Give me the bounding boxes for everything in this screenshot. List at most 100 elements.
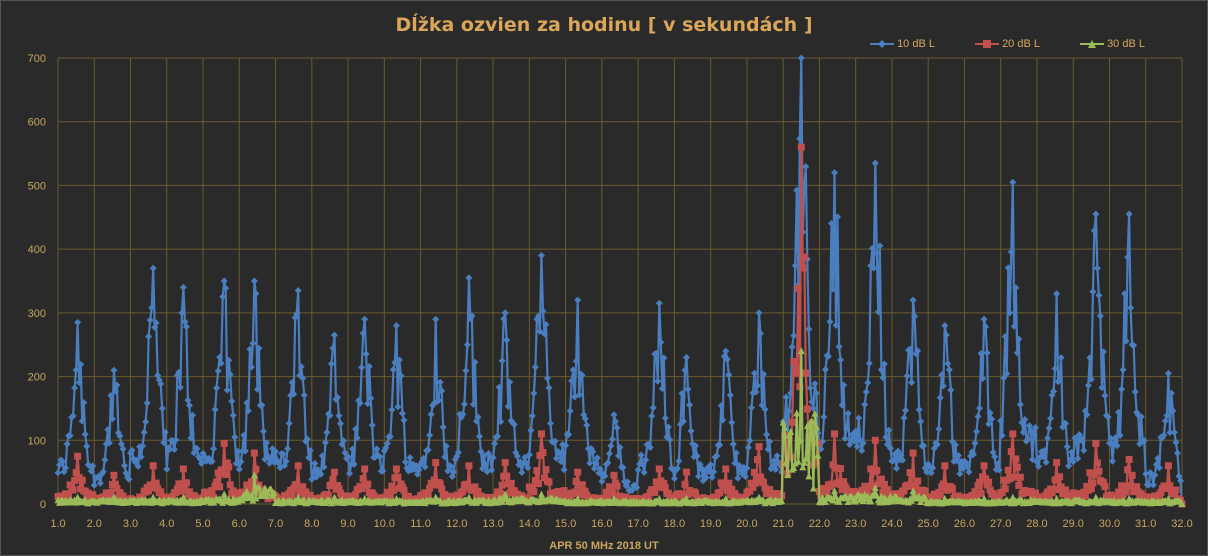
series-20db-point [361, 465, 369, 473]
y-tick-label: 200 [28, 372, 46, 384]
series-10db-point [976, 404, 984, 412]
series-20db-point [660, 479, 668, 487]
series-20db-point [661, 484, 669, 492]
series-20db-point [832, 464, 840, 472]
series-20db-point [746, 487, 754, 495]
series-10db-point [885, 426, 893, 434]
series-20db-point [948, 485, 956, 493]
series-10db-point [1083, 411, 1091, 419]
series-10db-point [252, 290, 260, 298]
x-tick-label: 8.0 [304, 518, 319, 530]
series-10db-point [660, 354, 668, 362]
series-30db-point [264, 489, 272, 497]
series-10db-point [760, 370, 768, 378]
series-10db-point [441, 453, 449, 461]
series-10db-point [1086, 354, 1094, 362]
series-30db-point [219, 498, 227, 506]
series-20db-point [797, 143, 805, 151]
series-30db-point [247, 491, 255, 499]
series-10db-point [454, 449, 462, 457]
series-10db-point [565, 431, 573, 439]
series-20db-point [247, 478, 255, 486]
x-tick-label: 10.0 [374, 518, 395, 530]
series-10db-point [1116, 431, 1124, 439]
series-10db-point [427, 410, 435, 418]
series-10db-point [539, 307, 547, 315]
series-20db-point [1086, 469, 1094, 477]
series-10db-point [83, 442, 91, 450]
x-tick-label: 29.0 [1063, 518, 1084, 530]
series-10db-point [244, 407, 252, 415]
series-20db-point [914, 477, 922, 485]
series-10db-point [459, 410, 467, 418]
series-20db-point [936, 491, 944, 499]
series-10db-point [1109, 457, 1117, 465]
series-10db-point [608, 435, 616, 443]
series-20db-point [906, 469, 914, 477]
series-10db-point [1101, 392, 1109, 400]
series-20db-point [800, 253, 808, 261]
series-20db-point [72, 469, 80, 477]
series-10db-point [861, 400, 869, 408]
y-tick-label: 300 [28, 308, 46, 320]
series-20db-point [799, 264, 807, 272]
series-20db-point [652, 478, 660, 486]
series-20db-point [977, 490, 985, 498]
series-20db-point [605, 483, 613, 491]
legend-label-30db: 30 dB L [1107, 38, 1145, 50]
series-10db-point [293, 310, 301, 318]
series-20db-point [438, 485, 446, 493]
series-20db-point [1004, 466, 1012, 474]
series-20db-point [613, 482, 621, 490]
series-10db-point [161, 428, 169, 436]
series-10db-point [501, 309, 509, 317]
series-10db-point [111, 387, 119, 395]
series-10db-point [791, 262, 799, 270]
series-10db-point [78, 417, 86, 425]
series-10db-point [604, 459, 612, 467]
series-20db-point [823, 487, 831, 495]
series-20db-point [199, 494, 207, 502]
series-10db-point [524, 464, 532, 472]
legend-label-10db: 10 dB L [897, 38, 935, 50]
series-10db-point [235, 465, 243, 473]
series-10db-point [979, 375, 987, 383]
series-20db-point [294, 462, 302, 470]
series-10db-point [876, 242, 884, 250]
series-20db-point [1007, 448, 1015, 456]
series-10db-point [1047, 414, 1055, 422]
series-10db-point [692, 442, 700, 450]
series-30db-point [803, 422, 811, 430]
series-10db-point [782, 393, 790, 401]
series-10db-point [892, 464, 900, 472]
series-10db-point [938, 371, 946, 379]
series-10db-point [1056, 376, 1064, 384]
series-10db-point [871, 159, 879, 167]
series-10db-point [477, 448, 485, 456]
series-20db-point [1016, 473, 1024, 481]
series-10db-point [619, 464, 627, 472]
series-10db-point [1089, 288, 1097, 296]
series-10db-point [616, 443, 624, 451]
series-10db-point [488, 466, 496, 474]
series-20db-point [1166, 482, 1174, 490]
series-10db-point [1172, 438, 1180, 446]
series-30db-point [797, 347, 805, 355]
series-10db-point [134, 462, 142, 470]
series-10db-point [536, 327, 544, 335]
series-20db-point [432, 459, 440, 467]
series-10db-point [593, 454, 601, 462]
series-20db-point [985, 478, 993, 486]
series-30db-point [802, 454, 810, 462]
series-10db-point [185, 401, 193, 409]
series-20db-point [74, 452, 82, 460]
series-30db-point [784, 471, 792, 479]
series-10db-point [69, 412, 77, 420]
x-tick-label: 24.0 [881, 518, 902, 530]
series-20db-point [293, 480, 301, 488]
series-30db-point [252, 494, 260, 502]
series-20db-point [1127, 482, 1135, 490]
series-10db-point [1051, 365, 1059, 373]
series-10db-point [935, 425, 943, 433]
series-10db-point [985, 420, 993, 428]
